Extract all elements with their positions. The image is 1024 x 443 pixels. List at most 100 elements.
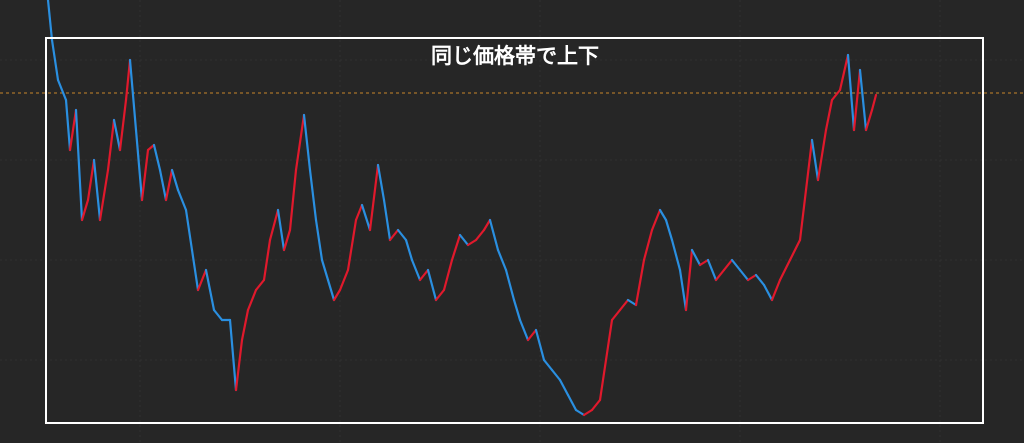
price-segment xyxy=(64,98,72,152)
price-segment xyxy=(282,228,292,252)
price-segment xyxy=(746,273,758,282)
price-segment xyxy=(368,163,380,232)
price-segment xyxy=(254,278,266,292)
price-segment xyxy=(558,378,570,397)
price-segment xyxy=(852,68,862,132)
price-segment xyxy=(80,198,90,222)
price-segment xyxy=(326,278,336,302)
price-segment xyxy=(164,168,174,202)
price-segment xyxy=(534,328,546,362)
price-segment xyxy=(426,268,438,302)
price-segment xyxy=(690,248,702,267)
price-segment xyxy=(706,258,718,282)
price-segment xyxy=(184,208,194,252)
price-segment xyxy=(650,208,662,232)
price-segment xyxy=(678,268,688,312)
price-segment xyxy=(738,268,750,282)
price-segment xyxy=(810,138,820,182)
price-segment xyxy=(582,408,594,417)
price-segment xyxy=(376,163,386,202)
price-segment xyxy=(496,248,508,272)
price-segment xyxy=(262,238,272,282)
price-segment xyxy=(864,108,874,132)
price-segment xyxy=(474,228,486,242)
price-segment xyxy=(722,258,734,272)
price-segment xyxy=(68,108,78,152)
price-segment xyxy=(92,158,102,222)
price-segment xyxy=(824,98,834,132)
price-segment xyxy=(118,98,128,152)
highlight-box xyxy=(45,37,984,424)
price-segment xyxy=(590,398,602,412)
price-segment xyxy=(98,168,110,222)
price-segment xyxy=(294,113,306,172)
price-segment xyxy=(450,233,462,262)
price-segment xyxy=(86,158,96,202)
price-segment xyxy=(212,308,224,322)
price-segment xyxy=(442,258,454,292)
price-segment xyxy=(346,218,358,272)
price-segment xyxy=(664,218,674,242)
price-segment xyxy=(176,188,188,212)
annotation-text: 同じ価格帯で上下 xyxy=(431,44,599,68)
price-segment xyxy=(754,273,766,287)
price-segment xyxy=(670,238,682,272)
price-segment xyxy=(388,228,400,242)
price-segment xyxy=(778,258,792,282)
price-segment xyxy=(610,308,622,322)
price-segment xyxy=(354,203,364,222)
price-segment xyxy=(338,268,350,292)
price-segment xyxy=(488,218,500,252)
price-segment xyxy=(838,53,850,92)
price-segment xyxy=(204,268,216,312)
price-segment xyxy=(788,238,802,262)
price-segment xyxy=(302,113,312,172)
price-segment xyxy=(134,128,144,202)
price-segment xyxy=(804,138,814,192)
price-segment xyxy=(626,298,638,307)
price-segment xyxy=(46,0,54,42)
price-segment xyxy=(320,258,330,282)
price-segment xyxy=(308,168,318,222)
price-segment xyxy=(50,38,60,82)
price-segment xyxy=(170,168,180,192)
price-segment xyxy=(196,268,208,292)
price-segment xyxy=(434,288,446,302)
price-segment xyxy=(112,118,122,152)
price-segment xyxy=(152,143,162,172)
price-segment xyxy=(56,78,68,102)
price-segment xyxy=(518,318,530,342)
price-segment xyxy=(140,148,150,202)
price-segment xyxy=(684,248,694,312)
price-segment xyxy=(234,338,244,392)
price-segment xyxy=(276,208,286,252)
price-segment xyxy=(858,68,868,132)
price-segment xyxy=(566,393,578,412)
price-segment xyxy=(190,248,200,292)
price-segment xyxy=(314,218,324,262)
price-segment xyxy=(762,283,774,302)
price-segment xyxy=(504,268,516,302)
price-segment xyxy=(146,143,156,152)
price-segment xyxy=(382,198,392,242)
price-segment xyxy=(618,298,630,312)
price-segment xyxy=(482,218,492,232)
price-segment xyxy=(466,238,478,247)
price-segment xyxy=(574,408,586,417)
price-segment xyxy=(634,258,646,307)
price-segment xyxy=(816,128,828,182)
price-segment xyxy=(228,318,238,392)
price-segment xyxy=(658,208,668,222)
price-segment xyxy=(642,228,654,262)
price-segment xyxy=(396,228,408,242)
price-segment xyxy=(128,58,138,132)
price-segment xyxy=(74,108,84,222)
price-segment xyxy=(550,368,562,382)
price-segment xyxy=(830,88,842,102)
price-segment xyxy=(526,328,538,342)
price-segment xyxy=(410,258,422,282)
price-segment xyxy=(418,268,430,282)
price-segment xyxy=(404,238,414,262)
